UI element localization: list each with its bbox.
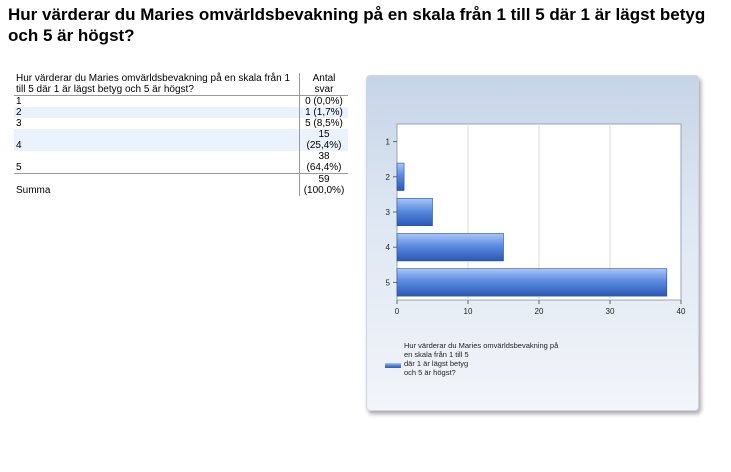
tick-labels: 0 10 20 30 40 1 2 3 4 5 [386,138,686,316]
x-tick-label: 30 [606,307,615,316]
bar-5 [396,268,668,297]
legend-swatch [385,363,401,368]
sum-count: 59 (100,0%) [299,173,348,196]
row-count: 5 (8,5%) [299,118,348,129]
bar-3 [396,197,433,227]
row-label: 2 [14,107,300,118]
y-tick-label: 2 [386,173,391,182]
legend: Hur värderar du Maries omvärldsbevakning… [385,341,559,377]
bar-4 [396,233,504,262]
bar-chart: 0 10 20 30 40 1 2 3 4 5 Hur värderar du Maries om… [385,123,686,377]
y-tick-label: 1 [386,138,391,147]
row-count: 0 (0,0%) [299,95,348,107]
row-label: 4 [14,129,300,151]
page-title: Hur värderar du Maries omvärldsbevakning… [8,5,706,45]
y-tick-label: 4 [386,243,391,252]
bar-2 [396,162,405,191]
row-count: 15 (25,4%) [299,129,348,151]
table-row: 4 15 (25,4%) [14,129,348,151]
row-label: 5 [16,162,22,173]
count-column-header: Antal svar [299,73,348,96]
table-row: 5 38 (64,4%) [14,151,348,174]
x-tick-label: 20 [535,307,544,316]
y-tick-label: 3 [386,208,391,217]
row-count: 1 (1,7%) [299,107,348,118]
results-table: Hur värderar du Maries omvärldsbevakning… [14,73,348,196]
chart-panel: 0 10 20 30 40 1 2 3 4 5 Hur värderar du Maries om… [366,75,699,411]
y-tick-label: 5 [386,278,391,287]
x-tick-label: 40 [677,307,686,316]
row-count: 38 (64,4%) [299,151,348,174]
table-row: 2 1 (1,7%) [14,107,348,118]
table-row: 3 5 (8,5%) [14,118,348,129]
legend-label: Hur värderar du Maries omvärldsbevakning… [404,341,559,377]
row-label: 3 [16,118,22,129]
x-tick-label: 0 [395,307,400,316]
sum-row: Summa 59 (100,0%) [14,173,348,196]
row-label: 1 [16,96,22,107]
bars [396,162,668,297]
table-row: 1 0 (0,0%) [14,95,348,107]
x-tick-label: 10 [464,307,473,316]
question-column-header: Hur värderar du Maries omvärldsbevakning… [14,73,300,96]
sum-label: Summa [14,173,300,196]
table-header-row: Hur värderar du Maries omvärldsbevakning… [14,73,348,96]
